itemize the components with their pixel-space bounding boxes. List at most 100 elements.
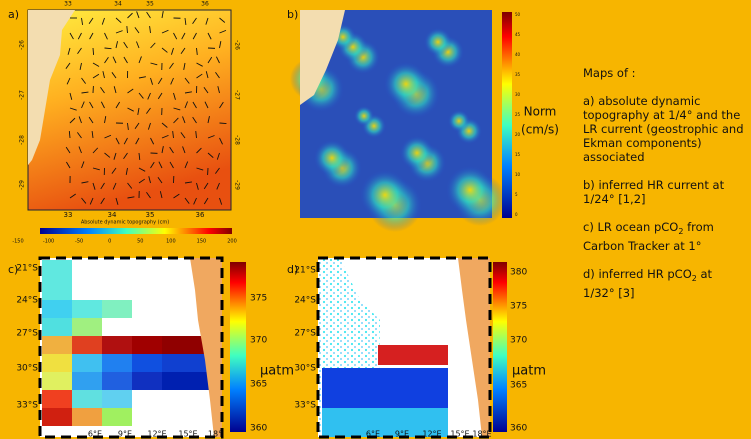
block (132, 372, 162, 390)
caption-text: a) absolute dynamic topography at 1/4° a… (583, 94, 744, 164)
label: 34 (114, 1, 122, 8)
caption-title: Maps of : (583, 66, 745, 80)
label: 30°S (16, 364, 38, 374)
label: 200 (227, 239, 237, 245)
label: Absolute dynamic topography (cm) (81, 220, 169, 226)
label: 27°S (16, 329, 38, 339)
block (42, 354, 72, 372)
label: 12°E (147, 430, 166, 439)
label: 35 (146, 1, 154, 8)
block (162, 372, 192, 390)
block (132, 354, 162, 372)
block (162, 336, 192, 354)
arrow (220, 123, 227, 124)
label: 375 (250, 294, 267, 304)
label: 100 (166, 239, 176, 245)
eddy (400, 136, 434, 170)
slide: a)3334353633343536-26-26-27-27-28-28-29-… (0, 0, 751, 439)
caption: Maps of : a) absolute dynamic topography … (583, 66, 745, 314)
label: 25 (515, 112, 521, 117)
label: 365 (510, 381, 527, 391)
caption-text: c) LR ocean pCO (583, 220, 678, 234)
label: 360 (250, 424, 267, 434)
block (102, 336, 132, 354)
label: Norm (524, 105, 557, 119)
label: 33 (64, 211, 73, 219)
eddy (360, 170, 410, 220)
block (42, 372, 72, 390)
label: 24°S (294, 296, 316, 306)
label: -28 (234, 135, 241, 145)
label: -150 (12, 239, 23, 245)
block (42, 390, 72, 408)
label: 375 (510, 302, 527, 312)
label: 6°E (88, 430, 102, 439)
label: 18° (208, 430, 222, 439)
block (72, 408, 102, 426)
caption-item: b) inferred HR current at 1/24° [1,2] (583, 178, 745, 206)
label: 21°S (294, 266, 316, 276)
label: 150 (197, 239, 207, 245)
block (72, 318, 102, 336)
label: -50 (75, 239, 83, 245)
label: 33 (64, 1, 72, 8)
colorbar-b (502, 12, 512, 218)
label: 360 (510, 424, 527, 434)
label: (cm/s) (521, 123, 559, 137)
label: 45 (515, 32, 521, 37)
block (42, 336, 72, 354)
label: 10 (515, 172, 521, 177)
label: 0 (108, 239, 111, 245)
eddy (384, 62, 428, 106)
label: b) (287, 8, 298, 21)
block (132, 336, 162, 354)
label: 36 (201, 1, 209, 8)
label: 33°S (294, 401, 316, 411)
eddy (446, 166, 494, 214)
block (42, 260, 72, 300)
eddy (354, 106, 374, 126)
label: 6°E (366, 430, 380, 439)
eddy (424, 28, 452, 56)
label: 24°S (16, 296, 38, 306)
label: 9°E (118, 430, 132, 439)
eddy (448, 110, 470, 132)
colorbar-c (230, 262, 246, 432)
label: 20 (515, 132, 521, 137)
hr-blue (322, 368, 448, 408)
block (72, 336, 102, 354)
label: µatm (512, 364, 546, 379)
label: µatm (260, 364, 294, 379)
label: 35 (515, 72, 521, 77)
arrow (105, 48, 112, 49)
label: 30 (515, 92, 521, 97)
caption-item: d) inferred HR pCO2 at 1/32° [3] (583, 267, 745, 300)
label: 33°S (16, 401, 38, 411)
arrow (93, 48, 94, 55)
caption-text: d) inferred HR pCO (583, 267, 692, 281)
block (102, 372, 132, 390)
block (102, 354, 132, 372)
block (72, 372, 102, 390)
label: 12°E (422, 430, 441, 439)
caption-item: c) LR ocean pCO2 from Carbon Tracker at … (583, 220, 745, 253)
label: -26 (234, 40, 241, 50)
label: 27°S (294, 329, 316, 339)
label: 15°E (178, 430, 197, 439)
label: 50 (137, 239, 143, 245)
label: 365 (250, 380, 267, 390)
label: 370 (250, 336, 267, 346)
label: -26 (19, 40, 26, 50)
block (102, 300, 132, 318)
label: 9°E (395, 430, 409, 439)
label: 5 (515, 192, 518, 197)
block (162, 354, 192, 372)
label: 30°S (294, 364, 316, 374)
label: 40 (515, 52, 521, 57)
label: -27 (234, 90, 241, 100)
block (72, 300, 102, 318)
block (42, 408, 72, 426)
eddy (314, 140, 350, 176)
colorbar-d (493, 262, 507, 432)
label: -28 (19, 135, 26, 145)
